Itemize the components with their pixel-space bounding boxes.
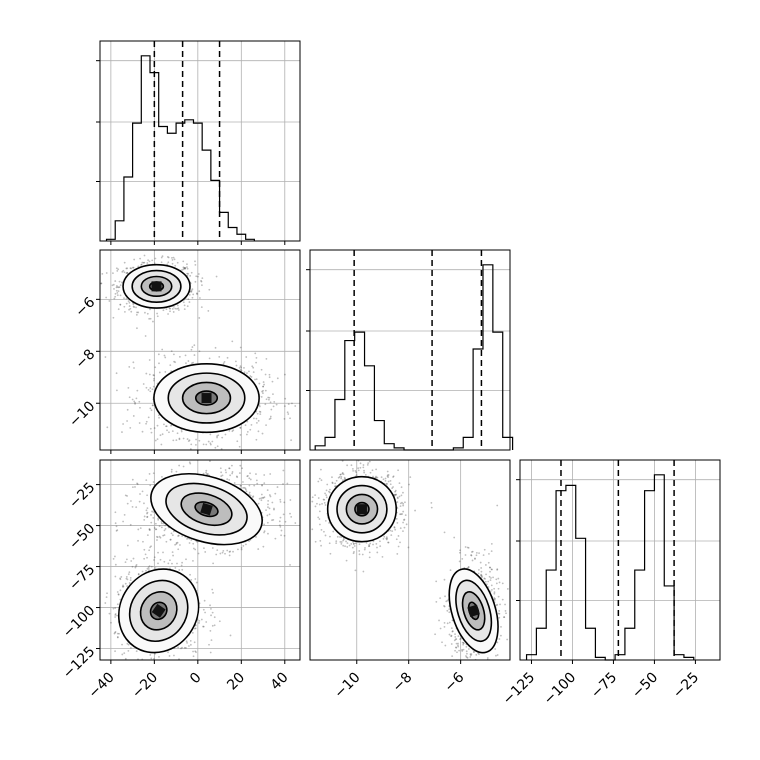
density-peak: [356, 504, 367, 515]
y-tick-label: −10: [66, 398, 98, 430]
x-tick-label: −40: [85, 670, 117, 702]
x-tick-label: −100: [541, 670, 580, 709]
hist-param-2: [306, 249, 514, 451]
y-tick-label: −8: [72, 346, 98, 372]
param-1-vs-param-2: −6 −8 −10: [66, 249, 301, 454]
param-1-vs-param-3: −25 −50 −75 −100−125−40 −20 0 20 40: [60, 459, 301, 702]
x-tick-label: −25: [670, 670, 702, 702]
y-tick-label: −100: [60, 603, 99, 642]
x-tick-label: 40: [268, 670, 292, 694]
y-tick-label: −6: [72, 294, 98, 320]
histogram-step: [525, 474, 695, 661]
x-tick-label: −6: [442, 669, 468, 695]
y-tick-label: −50: [66, 521, 98, 553]
density-peak: [151, 603, 166, 618]
density-peak: [467, 604, 480, 618]
panel-frame: [99, 459, 301, 661]
histogram-step: [105, 55, 255, 241]
histogram-step: [314, 264, 514, 451]
x-tick-label: −50: [629, 670, 661, 702]
hist-param-3: −125 −100 −75 −50 −25: [500, 459, 721, 709]
x-tick-label: −125: [500, 670, 539, 709]
x-tick-label: 0: [187, 670, 205, 688]
x-tick-label: −10: [331, 670, 363, 702]
panel-frame: [309, 249, 511, 451]
y-tick-label: −125: [60, 644, 99, 683]
hist-param-1: [96, 40, 301, 245]
panel-frame: [99, 40, 301, 242]
x-tick-label: −20: [129, 670, 161, 702]
density-peak: [200, 502, 213, 516]
panel-frame: [99, 249, 301, 451]
density-peak: [151, 281, 162, 292]
x-tick-label: 20: [224, 670, 248, 694]
y-tick-label: −75: [66, 562, 98, 594]
x-tick-label: −75: [588, 670, 620, 702]
density-peak: [201, 393, 212, 404]
y-tick-label: −25: [66, 480, 98, 512]
param-2-vs-param-3: −10 −8 −6: [309, 459, 511, 702]
panel-frame: [309, 459, 511, 661]
panel-frame: [519, 459, 721, 661]
x-tick-label: −8: [390, 670, 416, 696]
